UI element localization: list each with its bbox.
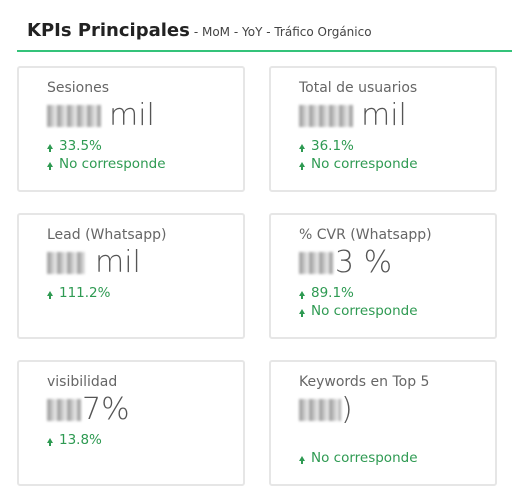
redacted-value — [299, 398, 341, 421]
arrow-up-icon — [299, 161, 305, 170]
trend-yoy: No corresponde — [47, 156, 166, 172]
trend-yoy: No corresponde — [299, 156, 418, 172]
kpi-header: KPIs Principales - MoM - YoY - Tráfico O… — [17, 10, 512, 52]
redacted-value — [47, 251, 85, 274]
trend-mom: 33.5% — [47, 138, 102, 154]
kpi-value: ) — [299, 392, 353, 427]
trend-mom: 13.8% — [47, 432, 102, 448]
kpi-card-visibilidad: visibilidad 7% 13.8% — [17, 360, 245, 486]
kpi-value: 7% — [47, 392, 130, 427]
kpi-label: Total de usuarios — [299, 80, 418, 96]
arrow-up-icon — [299, 455, 305, 464]
arrow-up-icon — [47, 161, 53, 170]
kpi-card-lead-whatsapp: Lead (Whatsapp) mil 111.2% — [17, 213, 245, 339]
kpi-label: Sesiones — [47, 80, 110, 96]
trend-mom: 111.2% — [47, 285, 110, 301]
kpi-value: mil — [299, 98, 407, 133]
kpi-card-sesiones: Sesiones mil 33.5% No corresponde — [17, 66, 245, 192]
kpi-label: Lead (Whatsapp) — [47, 227, 167, 243]
kpi-value-suffix: 7% — [82, 392, 130, 427]
redacted-value — [299, 104, 353, 127]
kpi-label: visibilidad — [47, 374, 118, 390]
kpi-card-cvr-whatsapp: % CVR (Whatsapp) 3 % 89.1% No correspond… — [269, 213, 497, 339]
kpi-card-keywords-top5: Keywords en Top 5 ) No corresponde — [269, 360, 497, 486]
redacted-value — [299, 251, 333, 274]
kpi-card-total-usuarios: Total de usuarios mil 36.1% No correspon… — [269, 66, 497, 192]
trend-mom: 36.1% — [299, 138, 354, 154]
kpi-value: mil — [47, 245, 141, 280]
kpi-value-suffix: mil — [109, 98, 155, 133]
arrow-up-icon — [299, 143, 305, 152]
arrow-up-icon — [47, 143, 53, 152]
page-subtitle: - MoM - YoY - Tráfico Orgánico — [193, 24, 372, 39]
kpi-value-suffix: 3 % — [335, 245, 393, 280]
arrow-up-icon — [299, 290, 305, 299]
trend-yoy: No corresponde — [299, 303, 418, 319]
arrow-up-icon — [47, 437, 53, 446]
trend-mom: 89.1% — [299, 285, 354, 301]
page-title: KPIs Principales — [27, 19, 190, 41]
kpi-value-suffix: mil — [95, 245, 141, 280]
arrow-up-icon — [47, 290, 53, 299]
kpi-label: Keywords en Top 5 — [299, 374, 430, 390]
kpi-value-suffix: mil — [361, 98, 407, 133]
trend-yoy: No corresponde — [299, 450, 418, 466]
kpi-value-suffix: ) — [341, 392, 353, 427]
kpi-value: 3 % — [299, 245, 392, 280]
kpi-label: % CVR (Whatsapp) — [299, 227, 432, 243]
kpi-value: mil — [47, 98, 155, 133]
redacted-value — [47, 398, 81, 421]
arrow-up-icon — [299, 308, 305, 317]
redacted-value — [47, 104, 101, 127]
